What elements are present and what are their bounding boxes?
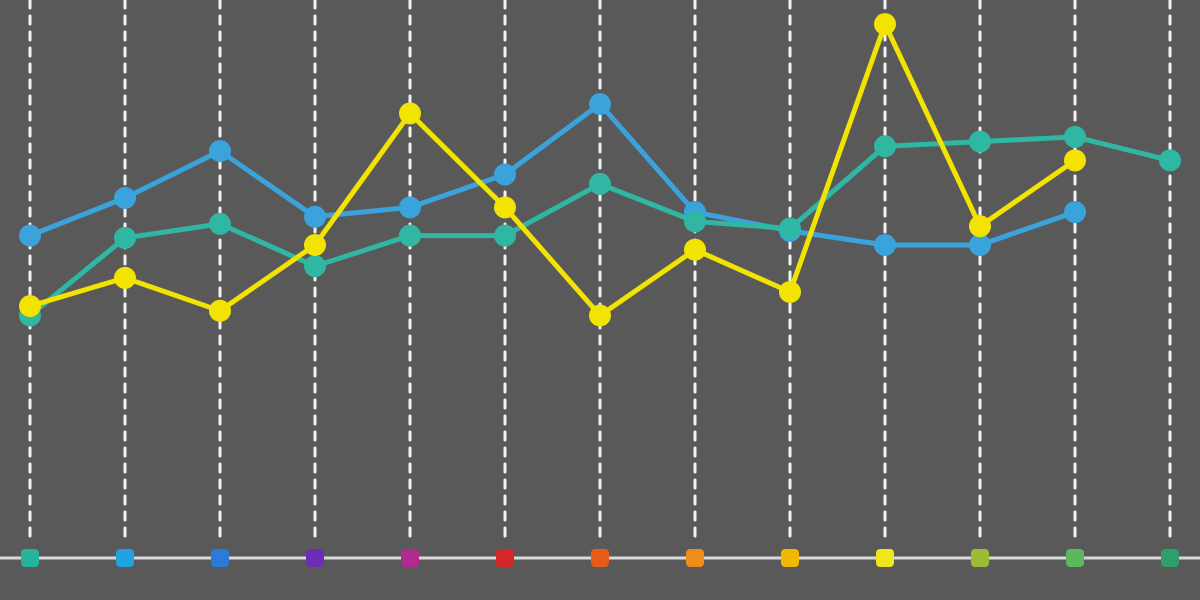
series-marker-blue	[399, 196, 421, 218]
x-axis-marker	[211, 549, 229, 567]
series-marker-teal	[1064, 126, 1086, 148]
series-marker-blue	[1064, 201, 1086, 223]
series-marker-teal	[779, 218, 801, 240]
x-axis-marker	[686, 549, 704, 567]
x-axis-marker	[306, 549, 324, 567]
series-marker-teal	[684, 211, 706, 233]
series-marker-blue	[304, 206, 326, 228]
x-axis-marker	[116, 549, 134, 567]
series-marker-blue	[114, 187, 136, 209]
series-marker-yellow	[1064, 149, 1086, 171]
series-marker-teal	[114, 227, 136, 249]
series-marker-blue	[209, 140, 231, 162]
line-chart	[0, 0, 1200, 600]
series-marker-blue	[494, 164, 516, 186]
series-marker-teal	[1159, 149, 1181, 171]
series-marker-teal	[209, 213, 231, 235]
series-marker-yellow	[779, 281, 801, 303]
x-axis-marker	[496, 549, 514, 567]
series-marker-yellow	[494, 196, 516, 218]
x-axis-marker	[1066, 549, 1084, 567]
x-axis-marker	[591, 549, 609, 567]
x-axis-marker	[21, 549, 39, 567]
chart-background	[0, 0, 1200, 600]
series-marker-yellow	[304, 234, 326, 256]
series-marker-yellow	[19, 295, 41, 317]
series-marker-yellow	[209, 300, 231, 322]
series-marker-blue	[19, 225, 41, 247]
series-marker-teal	[304, 255, 326, 277]
series-marker-blue	[874, 234, 896, 256]
series-marker-blue	[969, 234, 991, 256]
series-marker-teal	[874, 135, 896, 157]
series-marker-yellow	[969, 215, 991, 237]
series-marker-yellow	[589, 305, 611, 327]
series-marker-teal	[494, 225, 516, 247]
x-axis-marker	[971, 549, 989, 567]
series-marker-yellow	[684, 239, 706, 261]
series-marker-yellow	[399, 102, 421, 124]
x-axis-marker	[1161, 549, 1179, 567]
x-axis-marker	[401, 549, 419, 567]
x-axis-marker	[876, 549, 894, 567]
series-marker-yellow	[114, 267, 136, 289]
series-marker-yellow	[874, 13, 896, 35]
series-marker-blue	[589, 93, 611, 115]
series-marker-teal	[399, 225, 421, 247]
series-marker-teal	[969, 131, 991, 153]
series-marker-teal	[589, 173, 611, 195]
x-axis-marker	[781, 549, 799, 567]
